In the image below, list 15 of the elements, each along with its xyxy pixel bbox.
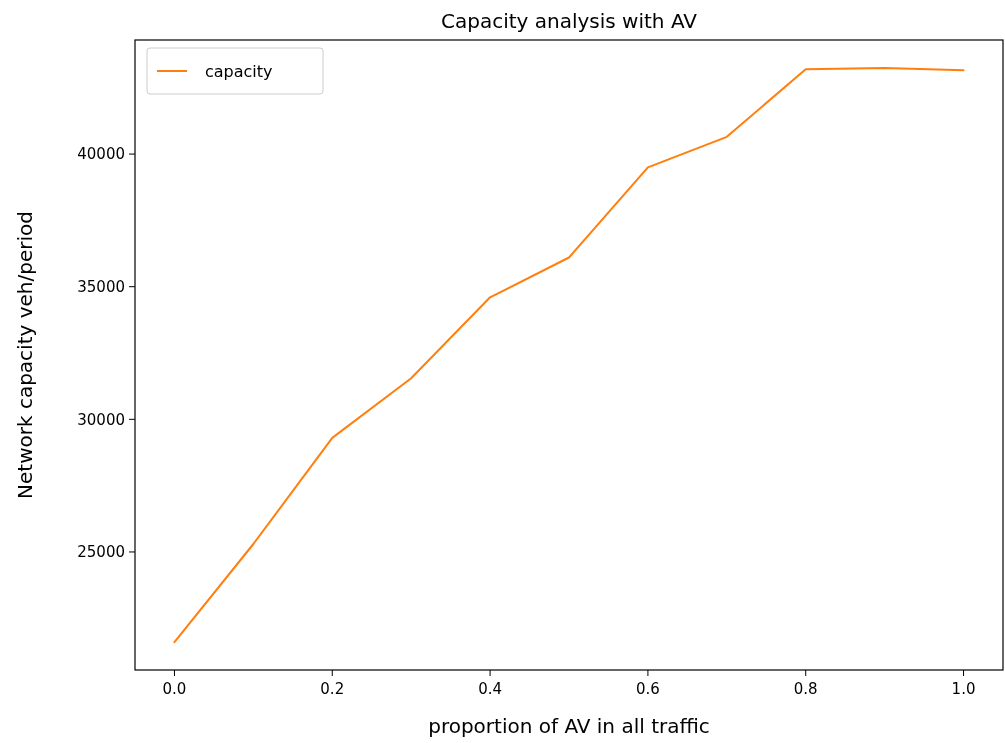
x-tick-label: 0.4: [478, 680, 503, 698]
legend-label: capacity: [205, 61, 273, 81]
y-tick-label: 35000: [77, 277, 125, 296]
line-series: [173, 67, 965, 644]
y-tick-label: 40000: [77, 145, 125, 164]
x-tick-label: 1.0: [951, 680, 976, 698]
chart-title: Capacity analysis with AV: [441, 9, 698, 33]
y-tick-label: 25000: [77, 543, 125, 562]
x-tick-label: 0.8: [793, 680, 818, 698]
x-axis-title: proportion of AV in all traffic: [428, 714, 710, 738]
x-tick-label: 0.2: [320, 680, 345, 698]
y-tick-label: 30000: [77, 410, 125, 429]
y-axis-title: Network capacity veh/period: [13, 211, 37, 499]
x-tick-label: 0.0: [162, 680, 187, 698]
x-tick-label: 0.6: [635, 680, 660, 698]
